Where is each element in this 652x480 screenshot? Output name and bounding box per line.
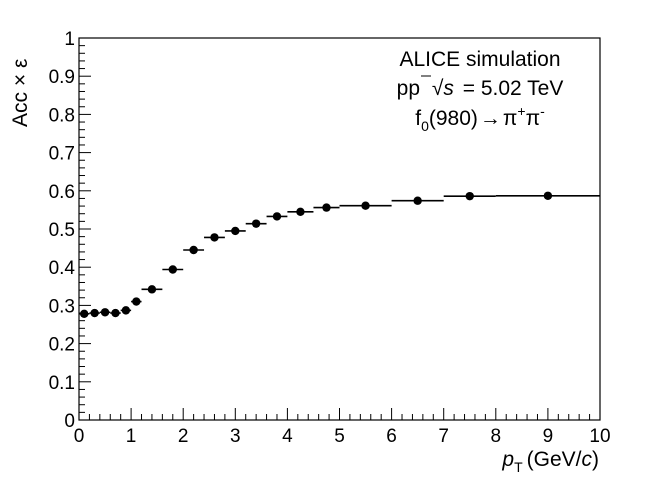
data-point-marker xyxy=(210,233,219,242)
y-tick-label: 0.3 xyxy=(49,296,75,317)
y-tick-label: 0.7 xyxy=(49,144,75,165)
data-point-marker xyxy=(100,308,110,317)
y-tick-label: 0.9 xyxy=(49,67,75,88)
data-point-marker xyxy=(132,297,141,306)
data-point-marker xyxy=(168,265,177,274)
data-point-marker xyxy=(189,245,198,255)
y-tick-label: 0.5 xyxy=(49,220,75,241)
data-point-marker xyxy=(272,212,282,221)
x-tick-label: 3 xyxy=(230,426,241,447)
y-tick-label: 0 xyxy=(64,411,75,432)
x-axis-title: pT (GeV/c) xyxy=(501,448,599,475)
annotation-line-3: f0(980)→π+π- xyxy=(415,103,545,134)
data-point-marker xyxy=(465,191,474,201)
y-axis-ticks xyxy=(79,37,91,421)
x-tick-label: 8 xyxy=(491,426,502,447)
data-point-marker xyxy=(80,309,89,319)
y-tick-label: 0.1 xyxy=(49,373,75,394)
data-point-marker xyxy=(231,226,240,236)
x-tick-label: 2 xyxy=(178,426,189,447)
data-point-marker xyxy=(413,196,422,205)
x-tick-label: 5 xyxy=(334,426,345,447)
annotation-line-1: ALICE simulation xyxy=(399,48,560,71)
x-tick-label: 0 xyxy=(74,426,85,447)
data-point-marker xyxy=(543,191,553,200)
data-point-marker xyxy=(121,306,131,315)
data-point-marker xyxy=(296,207,305,217)
x-tick-label: 6 xyxy=(386,426,397,447)
y-tick-label: 1 xyxy=(64,29,75,50)
x-tick-label: 7 xyxy=(438,426,449,447)
data-point-marker xyxy=(90,308,99,318)
y-tick-label: 0.8 xyxy=(49,105,75,126)
y-axis-tick-labels: 0 0.1 0.2 0.3 0.4 0.5 0.6 0.7 0.8 0.9 1 xyxy=(49,29,76,432)
x-tick-label: 10 xyxy=(589,426,610,447)
x-axis-tick-labels: 0 1 2 3 4 5 6 7 8 9 10 xyxy=(74,426,611,447)
data-point-marker xyxy=(251,219,261,228)
data-series xyxy=(79,191,600,319)
data-point-marker xyxy=(361,201,370,210)
data-point-marker xyxy=(111,308,120,318)
y-tick-label: 0.4 xyxy=(49,258,76,279)
data-point-marker xyxy=(322,203,331,212)
annotation-line-2: pp √s = 5.02 TeV xyxy=(397,77,564,100)
y-tick-label: 0.2 xyxy=(49,335,75,356)
y-axis-title: Acc × ε xyxy=(9,59,32,127)
x-tick-label: 1 xyxy=(126,426,137,447)
data-point-marker xyxy=(147,285,157,294)
x-tick-label: 4 xyxy=(282,426,293,447)
plot-frame xyxy=(78,37,601,421)
x-tick-label: 9 xyxy=(543,426,554,447)
y-tick-label: 0.6 xyxy=(49,182,75,203)
